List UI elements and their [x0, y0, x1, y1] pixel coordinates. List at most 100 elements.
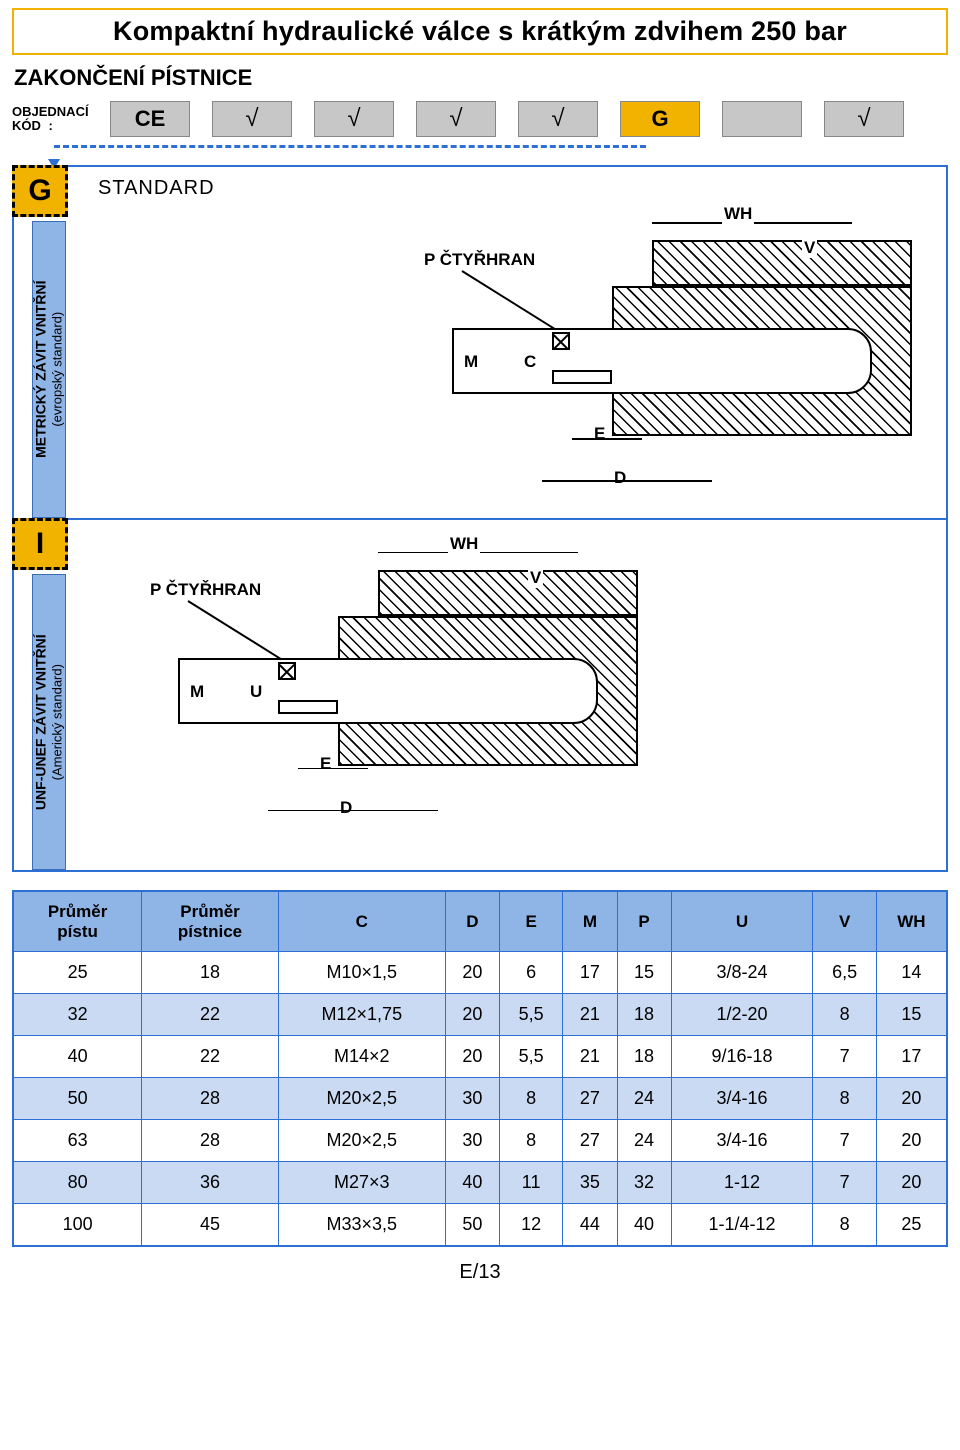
check-icon [347, 105, 360, 133]
table-cell: 15 [617, 952, 671, 994]
code-slot-2 [314, 101, 394, 137]
table-cell: 20 [445, 1036, 499, 1078]
table-cell: 8 [813, 1078, 876, 1120]
table-cell: 27 [563, 1120, 617, 1162]
code-slot-7 [824, 101, 904, 137]
table-row: 10045M33×3,5501244401-1/4-12825 [13, 1204, 947, 1247]
dim-label-P: P ČTYŘHRAN [148, 580, 263, 600]
table-cell: 40 [617, 1204, 671, 1247]
table-cell: 11 [499, 1162, 562, 1204]
table-cell: M27×3 [278, 1162, 445, 1204]
table-cell: 35 [563, 1162, 617, 1204]
code-slot-0: CE [110, 101, 190, 137]
table-cell: 80 [13, 1162, 142, 1204]
table-cell: 24 [617, 1120, 671, 1162]
table-row: 5028M20×2,530827243/4-16820 [13, 1078, 947, 1120]
spec-table: PrůměrpístuPrůměrpístniceCDEMPUVWH 2518M… [12, 890, 948, 1247]
panel-title: STANDARD [98, 177, 932, 200]
table-cell: 22 [142, 994, 279, 1036]
code-slot-1 [212, 101, 292, 137]
diagram-panel-I: WH V P ČTYŘHRAN M U E D [84, 518, 946, 871]
table-cell: 5,5 [499, 994, 562, 1036]
table-cell: 63 [13, 1120, 142, 1162]
page-number: E/13 [12, 1261, 948, 1284]
table-cell: 1-12 [671, 1162, 813, 1204]
table-cell: 32 [13, 994, 142, 1036]
table-cell: 1-1/4-12 [671, 1204, 813, 1247]
table-header-9: WH [876, 891, 947, 952]
connector-dash-line [54, 145, 646, 148]
code-slot-6 [722, 101, 802, 137]
page-title: Kompaktní hydraulické válce s krátkým zd… [24, 16, 936, 47]
dim-label-V: V [802, 238, 817, 258]
table-cell: 7 [813, 1120, 876, 1162]
table-header-1: Průměrpístnice [142, 891, 279, 952]
table-cell: 22 [142, 1036, 279, 1078]
table-cell: 15 [876, 994, 947, 1036]
dim-label-V: V [528, 568, 543, 588]
table-cell: 7 [813, 1162, 876, 1204]
table-cell: 21 [563, 994, 617, 1036]
table-header-5: M [563, 891, 617, 952]
table-cell: 12 [499, 1204, 562, 1247]
table-cell: 8 [499, 1120, 562, 1162]
table-cell: 27 [563, 1078, 617, 1120]
rail-label-I: UNF-UNEF ZÁVIT VNITŘNÍ(Americký standard… [32, 574, 66, 871]
table-cell: 28 [142, 1078, 279, 1120]
table-cell: 50 [445, 1204, 499, 1247]
order-label-line2: KÓD [12, 118, 41, 133]
table-cell: 20 [876, 1078, 947, 1120]
rail-tag-G: G [12, 165, 68, 217]
table-cell: 20 [445, 994, 499, 1036]
table-row: 4022M14×2205,521189/16-18717 [13, 1036, 947, 1078]
order-code-row: OBJEDNACÍ KÓD : CEG [12, 101, 948, 137]
table-cell: 30 [445, 1078, 499, 1120]
technical-drawing: WHVP ČTYŘHRANMUED [118, 540, 638, 840]
rail-section-I: IUNF-UNEF ZÁVIT VNITŘNÍ(Americký standar… [14, 518, 84, 871]
dim-label-M: M [462, 352, 480, 372]
table-cell: M33×3,5 [278, 1204, 445, 1247]
table-cell: 20 [445, 952, 499, 994]
table-cell: 18 [142, 952, 279, 994]
table-cell: 14 [876, 952, 947, 994]
table-cell: 30 [445, 1120, 499, 1162]
dim-label-D: D [338, 798, 354, 818]
table-cell: 6 [499, 952, 562, 994]
table-cell: 18 [617, 1036, 671, 1078]
table-cell: M12×1,75 [278, 994, 445, 1036]
table-cell: 8 [813, 1204, 876, 1247]
table-cell: 3/8-24 [671, 952, 813, 994]
table-cell: 20 [876, 1162, 947, 1204]
order-label-line1: OBJEDNACÍ [12, 104, 89, 119]
code-slot-4 [518, 101, 598, 137]
technical-drawing: WHVP ČTYŘHRANMCED [392, 210, 912, 510]
check-icon [551, 105, 564, 133]
table-cell: M14×2 [278, 1036, 445, 1078]
table-header-3: D [445, 891, 499, 952]
table-cell: 17 [876, 1036, 947, 1078]
order-label: OBJEDNACÍ KÓD : [12, 105, 102, 134]
dim-label-WH: WH [722, 204, 754, 224]
table-cell: 20 [876, 1120, 947, 1162]
diagram-panels: STANDARDWHVP ČTYŘHRANMCEDWHVP ČTYŘHRANMU… [84, 167, 946, 870]
check-icon [857, 105, 870, 133]
dim-label-C: U [248, 682, 264, 702]
table-cell: 8 [813, 994, 876, 1036]
table-cell: 50 [13, 1078, 142, 1120]
check-icon [449, 105, 462, 133]
rail-section-G: GMETRICKÝ ZÁVIT VNITŘNÍ(evropský standar… [14, 167, 84, 518]
order-colon: : [49, 118, 53, 133]
title-box: Kompaktní hydraulické válce s krátkým zd… [12, 8, 948, 55]
table-row: 8036M27×3401135321-12720 [13, 1162, 947, 1204]
table-row: 3222M12×1,75205,521181/2-20815 [13, 994, 947, 1036]
table-cell: 100 [13, 1204, 142, 1247]
dim-label-E: E [318, 754, 333, 774]
table-cell: 7 [813, 1036, 876, 1078]
dim-label-M: M [188, 682, 206, 702]
table-cell: 40 [445, 1162, 499, 1204]
table-cell: 9/16-18 [671, 1036, 813, 1078]
code-slots-container: CEG [110, 101, 904, 137]
dim-label-WH: WH [448, 534, 480, 554]
dim-label-D: D [612, 468, 628, 488]
code-slot-3 [416, 101, 496, 137]
